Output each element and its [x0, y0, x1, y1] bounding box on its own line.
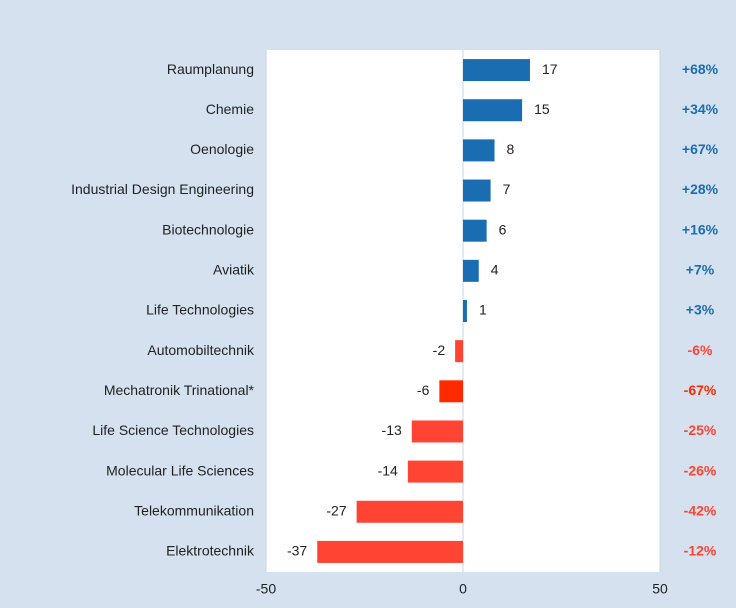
bar — [317, 540, 463, 563]
change-label: +16% — [682, 221, 719, 237]
bar — [356, 500, 463, 523]
value-label: -37 — [287, 543, 307, 559]
bar — [463, 300, 467, 322]
value-label: 17 — [542, 61, 558, 77]
x-tick-label: 0 — [459, 581, 467, 597]
value-label: 1 — [479, 302, 487, 318]
change-label: -42% — [684, 502, 717, 518]
change-label: +68% — [682, 61, 719, 77]
change-label: -12% — [684, 543, 717, 559]
change-label: -6% — [688, 342, 713, 358]
change-label: +7% — [686, 262, 715, 278]
y-tick-label: Biotechnologie — [162, 221, 254, 237]
y-tick-label: Chemie — [206, 101, 254, 117]
value-label: -6 — [417, 382, 430, 398]
y-tick-label: Industrial Design Engineering — [71, 181, 254, 197]
bar — [455, 340, 463, 363]
x-tick-label: 50 — [652, 581, 668, 597]
y-tick-label: Life Science Technologies — [92, 422, 254, 438]
change-label: -67% — [684, 382, 717, 398]
y-tick-label: Telekommunikation — [134, 502, 254, 518]
change-label: +28% — [682, 181, 719, 197]
value-label: -14 — [378, 462, 398, 478]
value-label: 6 — [499, 221, 507, 237]
change-label: -25% — [684, 422, 717, 438]
bar — [463, 259, 479, 282]
bar — [411, 420, 463, 443]
y-tick-label: Molecular Life Sciences — [106, 462, 254, 478]
bar — [463, 99, 523, 122]
value-label: 4 — [491, 262, 499, 278]
bar — [463, 139, 495, 162]
y-tick-label: Oenologie — [190, 141, 254, 157]
change-label: +3% — [686, 302, 715, 318]
value-label: -13 — [382, 422, 402, 438]
bar — [463, 59, 530, 82]
value-label: 8 — [507, 141, 515, 157]
y-tick-label: Mechatronik Trinational* — [104, 382, 255, 398]
y-tick-label: Elektrotechnik — [166, 543, 255, 559]
y-tick-label: Raumplanung — [167, 61, 254, 77]
bar — [463, 219, 487, 242]
value-label: 15 — [534, 101, 550, 117]
change-label: +67% — [682, 141, 719, 157]
change-label: +34% — [682, 101, 719, 117]
y-tick-label: Aviatik — [213, 262, 255, 278]
bar — [407, 460, 463, 483]
value-label: -27 — [326, 502, 346, 518]
value-label: -2 — [433, 342, 446, 358]
bar — [463, 179, 491, 202]
bar — [439, 380, 463, 403]
y-tick-label: Life Technologies — [146, 302, 254, 318]
x-tick-label: -50 — [256, 581, 276, 597]
y-tick-label: Automobiltechnik — [147, 342, 255, 358]
change-label: -26% — [684, 462, 717, 478]
value-label: 7 — [503, 181, 511, 197]
